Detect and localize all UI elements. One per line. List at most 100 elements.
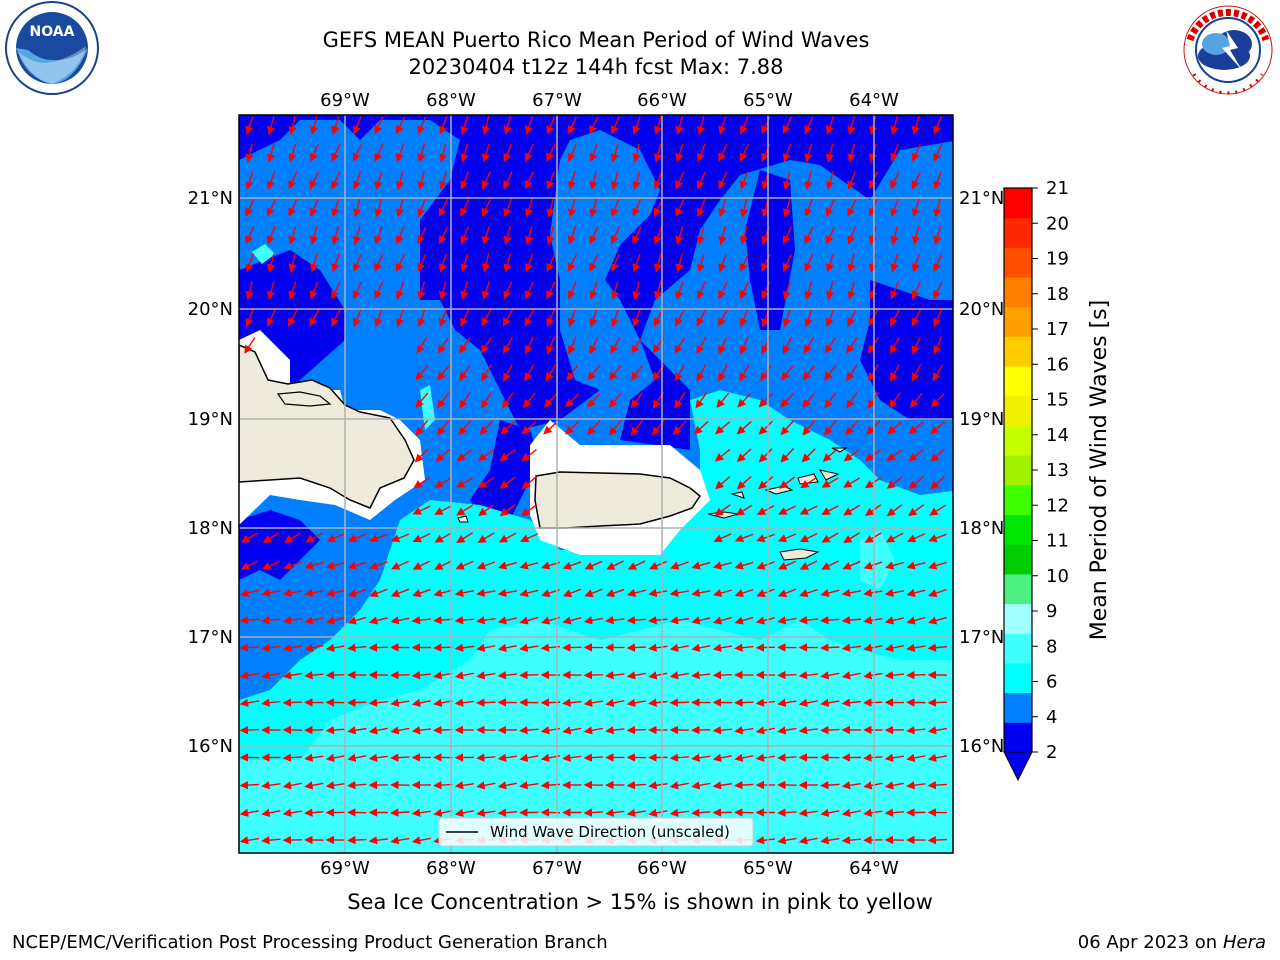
lat-label-right: 21°N (959, 188, 1004, 209)
wind-arrow (524, 116, 533, 135)
wind-arrow (459, 364, 471, 382)
wind-arrow (261, 616, 281, 625)
wind-arrow (739, 336, 749, 355)
wind-arrow (589, 198, 598, 218)
wind-arrow (583, 670, 604, 680)
wind-arrow (325, 561, 345, 570)
wind-arrow (567, 198, 577, 218)
wind-arrow (438, 226, 448, 245)
wind-arrow (304, 753, 324, 762)
wind-arrow (433, 808, 453, 817)
wind-arrow (933, 226, 942, 245)
wind-arrow (567, 336, 577, 355)
wind-arrow (565, 393, 580, 408)
wind-arrow (481, 226, 490, 245)
wind-arrow (804, 143, 813, 163)
wind-arrow (546, 308, 556, 328)
wind-arrow (583, 753, 604, 762)
wind-arrow (331, 281, 341, 300)
wind-arrow (691, 588, 711, 598)
lon-labels-bottom: 69°W 68°W 67°W 66°W 65°W 64°W (320, 858, 899, 879)
wind-arrow (325, 643, 345, 652)
wind-arrow (777, 726, 797, 735)
wind-arrow (562, 643, 582, 652)
wind-arrow (798, 698, 818, 708)
wind-arrow (825, 143, 835, 163)
wind-arrow (546, 171, 555, 190)
wind-arrow (845, 420, 859, 436)
wind-arrow (714, 504, 731, 517)
wind-arrow (369, 561, 388, 570)
wind-arrow (653, 171, 663, 190)
colorbar-segment (1004, 425, 1032, 456)
wind-arrow (675, 143, 684, 163)
wind-arrow (460, 143, 469, 163)
wind-arrow (497, 616, 517, 625)
wind-arrow (524, 171, 534, 190)
wind-arrow (519, 781, 539, 790)
wind-arrow (626, 808, 646, 817)
lat-label-right: 18°N (959, 518, 1004, 539)
wind-arrow (498, 561, 517, 570)
colorbar-tick-label: 4 (1046, 707, 1057, 728)
wind-arrow (503, 226, 512, 246)
wind-arrow (820, 725, 840, 735)
wind-arrow (239, 615, 260, 625)
wind-arrow (433, 588, 453, 598)
map-fields (239, 115, 953, 853)
wind-arrow (395, 143, 405, 163)
wind-arrow (434, 560, 452, 570)
wind-arrow (632, 253, 641, 273)
wind-arrow (735, 504, 753, 516)
wind-arrow (481, 309, 492, 327)
wind-arrow (739, 364, 750, 382)
wind-arrow (755, 698, 776, 707)
wind-arrow (415, 365, 429, 381)
wind-arrow (477, 504, 495, 516)
wind-arrow (843, 532, 861, 543)
colorbar-segment (1004, 336, 1032, 367)
wind-arrow (626, 671, 646, 680)
wind-arrow (390, 836, 410, 845)
wind-arrow (374, 254, 384, 272)
lon-label-bottom: 67°W (532, 858, 582, 879)
wind-arrow (395, 226, 405, 245)
wind-arrow (562, 726, 582, 735)
wind-arrow (632, 143, 641, 163)
wind-arrow (739, 226, 748, 245)
wind-arrow (503, 171, 513, 190)
wind-arrow (524, 309, 535, 327)
wind-arrow (888, 392, 901, 409)
wind-arrow (499, 476, 516, 489)
wind-arrow (626, 643, 647, 652)
wind-arrow (777, 533, 797, 543)
wind-arrow (261, 808, 281, 818)
wind-arrow (756, 533, 775, 543)
wind-arrow (502, 392, 514, 409)
wind-arrow (713, 533, 732, 543)
wind-arrow (890, 171, 900, 190)
wind-arrow (712, 725, 733, 735)
wind-arrow (648, 698, 668, 707)
wind-arrow (928, 588, 947, 598)
wind-arrow (304, 561, 324, 570)
wind-arrow (545, 364, 557, 382)
wind-arrow (519, 616, 539, 625)
colorbar-tick-label: 2 (1046, 742, 1057, 763)
wind-arrow (368, 616, 388, 625)
wind-arrow (739, 144, 750, 162)
wind-arrow (803, 336, 815, 354)
wind-arrow (933, 308, 943, 328)
wind-arrow (734, 726, 754, 735)
wind-arrow (414, 448, 429, 463)
wind-arrow (497, 671, 518, 680)
wind-arrow (374, 116, 384, 135)
wind-arrow (777, 616, 797, 625)
wind-arrow (497, 643, 517, 653)
lat-labels-left: 21°N 20°N 19°N 18°N 17°N 16°N (188, 188, 233, 757)
field-6-8 (239, 620, 953, 853)
wind-arrow (433, 698, 453, 707)
wind-arrow (395, 308, 404, 328)
colorbar-tick-label: 6 (1046, 672, 1057, 693)
wind-arrow (779, 476, 796, 489)
